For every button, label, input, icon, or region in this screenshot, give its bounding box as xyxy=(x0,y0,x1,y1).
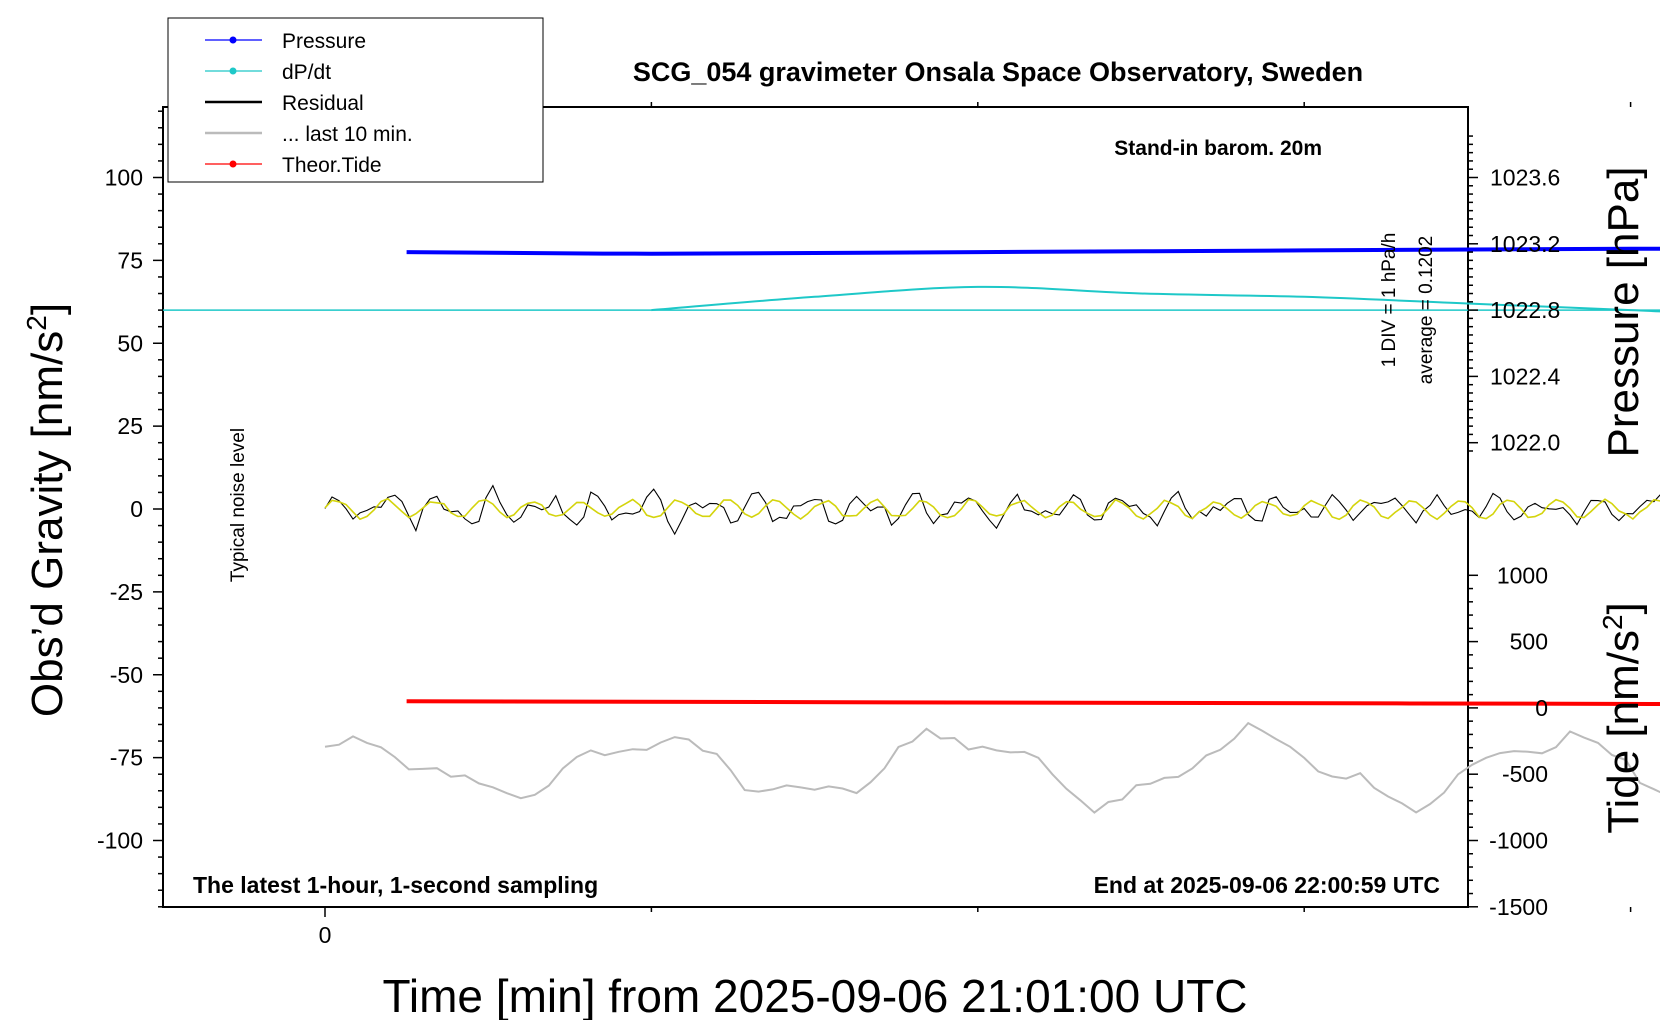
legend-label: Residual xyxy=(282,92,364,115)
tide-tick-label: 0 xyxy=(1535,695,1548,721)
average-label: average = 0.1202 xyxy=(1416,236,1437,384)
div-label: 1 DIV = 1 hPa/h xyxy=(1379,233,1400,368)
x-tick-label: 0 xyxy=(319,922,332,948)
y-right-label-end: ] xyxy=(1599,602,1648,614)
legend: Pressure dP/dt Residual ... last 10 min. The… xyxy=(167,17,544,183)
legend-box xyxy=(167,17,544,183)
legend-marker xyxy=(229,67,237,75)
residual-filtered-line xyxy=(324,497,1660,521)
tide-line xyxy=(406,699,1660,706)
pressure-tick-label: 1023.2 xyxy=(1490,231,1560,257)
y-left-label-end: ] xyxy=(23,303,72,315)
y-axis-right-bottom-label: Tide [nm/s2] xyxy=(1597,602,1648,834)
tide-tick-label: -1500 xyxy=(1489,894,1548,920)
barometer-note: Stand-in barom. 20m xyxy=(1114,137,1322,160)
tide-tick-label: 500 xyxy=(1510,629,1548,655)
pressure-tick-label: 1022.8 xyxy=(1490,297,1560,323)
y-right-label-main: Tide [nm/s xyxy=(1599,630,1648,834)
chart-title: SCG_054 gravimeter Onsala Space Observat… xyxy=(633,57,1363,87)
residual-series xyxy=(324,484,1660,536)
pressure-series xyxy=(406,246,1660,256)
legend-marker xyxy=(229,36,237,44)
y-axis-left-label: Obs’d Gravity [nm/s2] xyxy=(21,303,72,717)
y-left-tick-label: 50 xyxy=(117,330,143,356)
y-axis-right-top-label: Pressure [hPa] xyxy=(1599,166,1648,457)
tide-series xyxy=(406,699,1660,706)
legend-label: ... last 10 min. xyxy=(282,123,413,146)
noise-label: Typical noise level xyxy=(228,428,249,582)
y-left-label-main: Obs’d Gravity [nm/s xyxy=(23,331,72,717)
legend-label: Pressure xyxy=(282,30,366,53)
legend-label: Theor.Tide xyxy=(282,154,382,177)
pressure-line xyxy=(406,246,1660,256)
y-left-tick-label: 75 xyxy=(117,247,143,273)
tide-tick-label: -500 xyxy=(1502,761,1548,787)
residual-filtered-series xyxy=(324,497,1660,521)
bottom-left-note: The latest 1-hour, 1-second sampling xyxy=(193,872,598,898)
y-right-label-sup: 2 xyxy=(1597,614,1628,630)
y-left-tick-label: 25 xyxy=(117,413,143,439)
x-axis-label: Time [min] from 2025-09-06 21:01:00 UTC xyxy=(383,970,1248,1020)
plot-frame xyxy=(162,106,1469,908)
pressure-tick-label: 1022.4 xyxy=(1490,363,1561,389)
auxiliary-marks xyxy=(0,111,1660,648)
y-left-label-sup: 2 xyxy=(21,315,52,331)
y-left-tick-label: 100 xyxy=(105,165,143,191)
tide-tick-label: 1000 xyxy=(1497,562,1548,588)
y-left-tick-label: 0 xyxy=(130,496,143,522)
y-left-tick-label: -100 xyxy=(97,828,143,854)
pressure-tick-label: 1022.0 xyxy=(1490,430,1560,456)
residual-line xyxy=(324,484,1660,536)
y-left-tick-label: -50 xyxy=(110,662,143,688)
legend-marker xyxy=(229,160,237,168)
bottom-right-note: End at 2025-09-06 22:00:59 UTC xyxy=(1094,872,1440,898)
legend-label: dP/dt xyxy=(282,61,331,84)
y-left-tick-label: -25 xyxy=(110,579,143,605)
tide-tick-label: -1000 xyxy=(1489,828,1548,854)
y-left-tick-label: -75 xyxy=(110,745,143,771)
axes: -100102030405060701007550250-25-50-75-10… xyxy=(97,97,1632,948)
pressure-tick-label: 1023.6 xyxy=(1490,165,1560,191)
